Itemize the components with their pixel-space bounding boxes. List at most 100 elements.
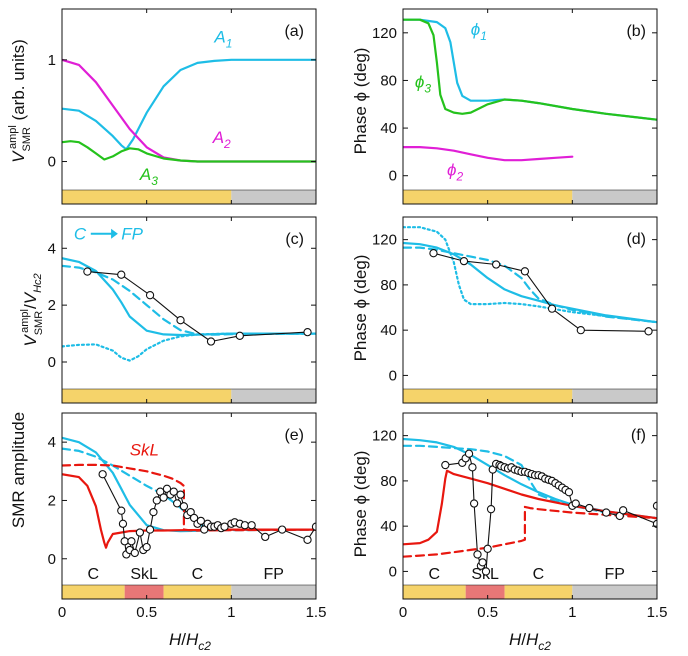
y-tick-label: 120 (372, 428, 397, 445)
phase-strip-segment (231, 585, 316, 599)
series-line-ϕ3 (403, 18, 657, 121)
data-point (571, 499, 580, 508)
data-point (159, 493, 168, 502)
xlabel-right: H/Hc2 (509, 630, 551, 653)
phase-strip-segment (62, 585, 125, 599)
panel-label-e: (e) (284, 427, 304, 444)
x-tick-label: 0 (399, 604, 407, 621)
phase-strip-label: C (429, 566, 441, 583)
series-line (62, 447, 316, 532)
series-line-A3 (62, 140, 316, 163)
data-point (127, 537, 136, 546)
data-point (172, 499, 182, 508)
data-point (261, 532, 270, 542)
data-point (145, 525, 155, 534)
data-point (486, 505, 496, 514)
ylabel-bottom-left: SMR amplitude (9, 412, 28, 528)
plot-frame (402, 216, 658, 404)
data-point (240, 521, 250, 530)
series-group (62, 58, 316, 163)
data-point (83, 267, 92, 276)
series-line (62, 332, 316, 362)
series-line-ϕ2 (403, 146, 574, 162)
phase-strip-segment (403, 585, 466, 599)
data-point (652, 501, 657, 510)
phase-strip-segment (572, 585, 657, 599)
panel-label-d: (d) (626, 231, 646, 248)
y-tick-label: 120 (372, 232, 397, 249)
plot-frame (61, 8, 317, 205)
data-point (130, 548, 139, 558)
data-point (118, 519, 128, 528)
panel-label-a: (a) (284, 23, 304, 40)
series-line (62, 473, 316, 549)
phase-strip-segment (504, 585, 573, 599)
y-tick-label: 1 (48, 52, 56, 69)
ylabel-f: Phase ϕ (deg) (351, 451, 370, 558)
data-point (142, 542, 151, 552)
phase-strip-segment (403, 389, 573, 403)
series-line (86, 271, 309, 343)
data-point (169, 487, 178, 496)
ylabel-b: Phase ϕ (deg) (351, 48, 370, 155)
data-point (459, 256, 469, 266)
y-tick-label: 80 (380, 72, 397, 89)
y-tick-label: 120 (372, 25, 397, 42)
data-point (206, 337, 216, 346)
series-line (403, 505, 657, 558)
data-point (303, 535, 312, 544)
phase-strip-label: FP (263, 566, 283, 583)
data-point (149, 507, 158, 517)
x-tick-label: 0.5 (477, 604, 498, 621)
x-tick-label: 1 (568, 604, 576, 621)
ylabel-d: Phase ϕ (deg) (351, 255, 370, 362)
data-point (481, 567, 491, 576)
phase-strip-segment (124, 585, 164, 599)
data-point (117, 506, 126, 515)
y-tick-label: 2 (48, 492, 56, 509)
data-point (152, 496, 161, 505)
series-annotation: ϕ2 (447, 161, 463, 184)
phase-strip-segment (572, 389, 657, 403)
data-point (235, 331, 244, 340)
data-point (576, 326, 585, 335)
series-annotation: A3 (139, 165, 158, 188)
y-tick-label: 0 (48, 354, 56, 371)
data-point (464, 449, 474, 458)
data-point (117, 270, 126, 279)
y-tick-label: 0 (389, 367, 397, 384)
x-tick-label: 0 (58, 604, 66, 621)
data-point (520, 267, 530, 276)
data-point (179, 502, 189, 511)
series-group (403, 226, 657, 336)
data-point (176, 316, 185, 325)
series-group (62, 257, 316, 362)
series-line (432, 252, 650, 332)
series-line (62, 257, 316, 337)
series-annotation: SkL (130, 440, 159, 459)
series-line-ϕ1 (403, 18, 657, 121)
phase-strip-label: C (88, 566, 100, 583)
y-tick-label: 4 (48, 434, 56, 451)
series-line-A2 (62, 58, 316, 163)
phase-strip-segment (465, 585, 505, 599)
y-tick-label: 40 (380, 120, 397, 137)
y-tick-label: 2 (48, 297, 56, 314)
ylabel-mid-left: VSMRampl/VHc2 (19, 273, 45, 346)
phase-strip-segment (403, 190, 573, 204)
series-line (403, 469, 657, 546)
data-point (247, 521, 256, 530)
data-point (547, 304, 557, 313)
series-annotation: A1 (213, 28, 232, 51)
data-point (473, 550, 482, 559)
data-point (429, 249, 438, 258)
data-point (618, 506, 628, 515)
plot-frame (402, 412, 658, 600)
phase-strip-label: C (533, 566, 545, 583)
panel-label-f: (f) (631, 427, 646, 444)
data-point (441, 460, 450, 470)
y-tick-label: 0 (48, 551, 56, 568)
series-annotation: C (74, 225, 87, 244)
phase-strip-segment (163, 585, 232, 599)
data-point (135, 528, 145, 537)
